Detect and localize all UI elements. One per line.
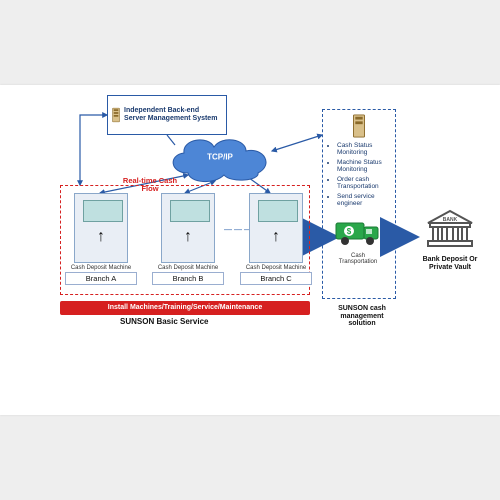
list-item: Machine Status Monitoring — [337, 159, 391, 174]
basic-service-label: SUNSON Basic Service — [120, 317, 209, 326]
branch-c: ↑ Cash Deposit Machine Branch C — [240, 193, 312, 285]
truck-icon: $ — [335, 217, 381, 247]
svg-text:$: $ — [347, 227, 352, 236]
atm-icon: ↑ — [74, 193, 128, 263]
backend-server-box: Independent Back-end Server Management S… — [107, 95, 227, 135]
server-icon — [112, 102, 120, 128]
backend-title: Independent Back-end Server Management S… — [124, 107, 222, 122]
atm-icon: ↑ — [161, 193, 215, 263]
svg-text:BANK: BANK — [443, 217, 458, 223]
diagram-canvas: Independent Back-end Server Management S… — [0, 85, 500, 415]
list-item: Cash Status Monitoring — [337, 142, 391, 157]
monitoring-panel: Cash Status Monitoring Machine Status Mo… — [322, 109, 396, 299]
cloud: TCP/IP — [160, 131, 280, 183]
machine-label: Cash Deposit Machine — [152, 265, 224, 271]
cloud-label: TCP/IP — [207, 153, 233, 162]
cash-truck: $ Cash Transportation — [335, 217, 381, 266]
service-bar: Install Machines/Training/Service/Mainte… — [60, 301, 310, 315]
machine-label: Cash Deposit Machine — [65, 265, 137, 271]
atm-icon: ↑ — [249, 193, 303, 263]
list-item: Order cash Transportation — [337, 176, 391, 191]
bank-icon: BANK — [424, 209, 476, 249]
truck-label: Cash Transportation — [335, 253, 381, 266]
list-item: Send service engineer — [337, 193, 391, 208]
bank: BANK Bank Deposit Or Private Vault — [420, 209, 480, 271]
branch-name: Branch C — [240, 272, 312, 285]
branch-name: Branch A — [65, 272, 137, 285]
bank-label: Bank Deposit Or Private Vault — [420, 256, 480, 271]
branch-b: ↑ Cash Deposit Machine Branch B — [152, 193, 224, 285]
branch-a: ↑ Cash Deposit Machine Branch A — [65, 193, 137, 285]
server-icon — [351, 114, 367, 138]
branch-name: Branch B — [152, 272, 224, 285]
machine-label: Cash Deposit Machine — [240, 265, 312, 271]
solution-label: SUNSON cash management solution — [330, 305, 394, 328]
